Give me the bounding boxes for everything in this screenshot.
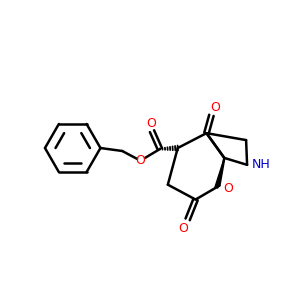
Text: NH: NH <box>252 158 270 171</box>
Text: O: O <box>211 101 220 114</box>
Text: O: O <box>223 182 233 195</box>
Text: O: O <box>179 222 189 235</box>
Text: O: O <box>135 154 145 167</box>
Polygon shape <box>215 158 224 188</box>
Text: O: O <box>146 117 156 130</box>
